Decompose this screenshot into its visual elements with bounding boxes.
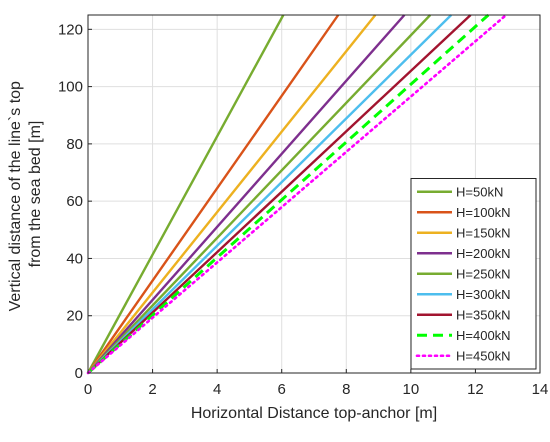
legend-label: H=350kN: [456, 307, 511, 322]
legend-label: H=200kN: [456, 246, 511, 261]
x-tick-label: 6: [278, 381, 286, 398]
y-axis-label-line-1: Vertical distance of the line`s top: [7, 81, 24, 311]
series-line-h-450kn: [86, 13, 508, 375]
series-line-h-50kn: [86, 14, 285, 374]
x-tick-label: 8: [342, 381, 350, 398]
x-axis-label: Horizontal Distance top-anchor [m]: [191, 405, 437, 422]
legend-label: H=150kN: [456, 225, 511, 240]
y-axis-label: Vertical distance of the line`s top from…: [7, 77, 44, 312]
legend-label: H=450kN: [456, 348, 511, 363]
x-tick-label: 14: [532, 381, 549, 398]
y-tick-label: 100: [58, 79, 83, 96]
legend: H=50kN H=100kN H=150kN H=200kN H=250kN H=300k…: [410, 178, 537, 370]
series-line-h-150kn: [87, 14, 377, 374]
series-line-h-250kn: [87, 14, 432, 374]
legend-label: H=400kN: [456, 328, 511, 343]
legend-label: H=100kN: [456, 205, 511, 220]
y-tick-label: 40: [66, 250, 83, 267]
x-tick-label: 10: [403, 381, 420, 398]
legend-label: H=50kN: [456, 184, 503, 199]
plot-frame: [87, 14, 541, 374]
x-tick-label: 2: [148, 381, 156, 398]
series-line-h-300kn: [87, 14, 453, 374]
series-line-h-100kn: [87, 14, 340, 374]
y-tick-label: 80: [66, 136, 83, 153]
series-line-h-200kn: [87, 14, 406, 374]
y-tick-label: 60: [66, 193, 83, 210]
y-tick-label: 120: [58, 21, 83, 38]
y-axis-label-line-2: from the sea bed [m]: [27, 121, 44, 268]
legend-label: H=300kN: [456, 287, 511, 302]
series-line-h-400kn: [87, 13, 490, 375]
y-tick-label: 0: [75, 365, 83, 382]
ticks: 0 2 4 6 8 10 12 14 0 20 40 60 80 100 120: [58, 21, 548, 398]
series-group: [86, 13, 508, 375]
x-tick-label: 4: [213, 381, 221, 398]
series-line-h-350kn: [87, 14, 472, 374]
x-tick-label: 12: [467, 381, 484, 398]
legend-label: H=250kN: [456, 266, 511, 281]
y-tick-label: 20: [66, 308, 83, 325]
x-tick-label: 0: [84, 381, 92, 398]
